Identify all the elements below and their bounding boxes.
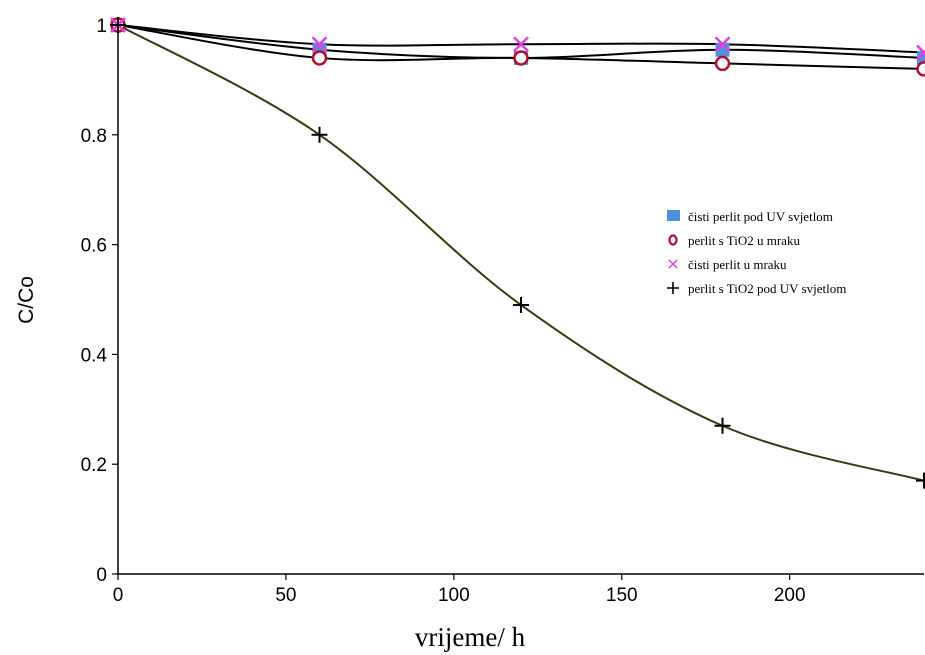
legend-label: čisti perlit u mraku [688, 257, 787, 272]
x-axis-label: vrijeme/ h [415, 622, 526, 652]
data-point-pure-perlite-dark [513, 36, 529, 53]
legend-label: čisti perlit pod UV svjetlom [688, 209, 833, 224]
y-tick-label: 0.6 [81, 236, 107, 257]
y-tick-label: 0.4 [81, 345, 108, 366]
data-point-tio2-uv [110, 17, 126, 33]
y-axis-label: C/Co [15, 276, 38, 324]
data-point-pure-perlite-dark [916, 44, 925, 61]
data-point-pure-perlite-dark [311, 36, 328, 53]
x-tick-label: 200 [774, 585, 806, 606]
legend-label: perlit s TiO2 pod UV svjetlom [688, 281, 846, 296]
x-tick-label: 100 [438, 585, 470, 606]
legend: čisti perlit pod UV svjetlom perlit s TiO… [667, 209, 846, 296]
data-point-tio2-uv [311, 126, 328, 143]
data-point-tio2-dark [714, 55, 731, 72]
y-tick-label: 1 [96, 16, 107, 37]
y-tick-label: 0.8 [81, 126, 107, 147]
x-tick-label: 150 [606, 585, 638, 606]
legend-marker [668, 259, 678, 269]
data-point-uv-pure-perlite [917, 50, 925, 65]
x-tick-label: 50 [275, 585, 296, 606]
data-point-tio2-dark [311, 50, 328, 66]
data-point-tio2-uv [714, 417, 731, 434]
legend-marker [668, 234, 678, 246]
axes: 0 50 100 150 200 0 0.2 0.4 0.6 0.8 1 [81, 16, 924, 606]
data-point-tio2-uv [513, 296, 529, 313]
series-line-pure-perlite-dark [117, 24, 925, 54]
data-point-tio2-uv [916, 472, 925, 489]
data-point-tio2-dark [916, 61, 925, 77]
legend-label: perlit s TiO2 u mraku [688, 233, 800, 248]
y-tick-label: 0.2 [81, 455, 107, 476]
series-markers [110, 17, 925, 489]
y-tick-label: 0 [96, 565, 107, 586]
series-lines [117, 24, 925, 482]
legend-marker [667, 210, 680, 221]
data-point-tio2-dark [513, 50, 529, 66]
data-point-pure-perlite-dark [714, 36, 731, 53]
legend-marker [667, 282, 679, 294]
series-line-tio2-uv [117, 24, 925, 482]
x-tick-label: 0 [113, 585, 124, 606]
